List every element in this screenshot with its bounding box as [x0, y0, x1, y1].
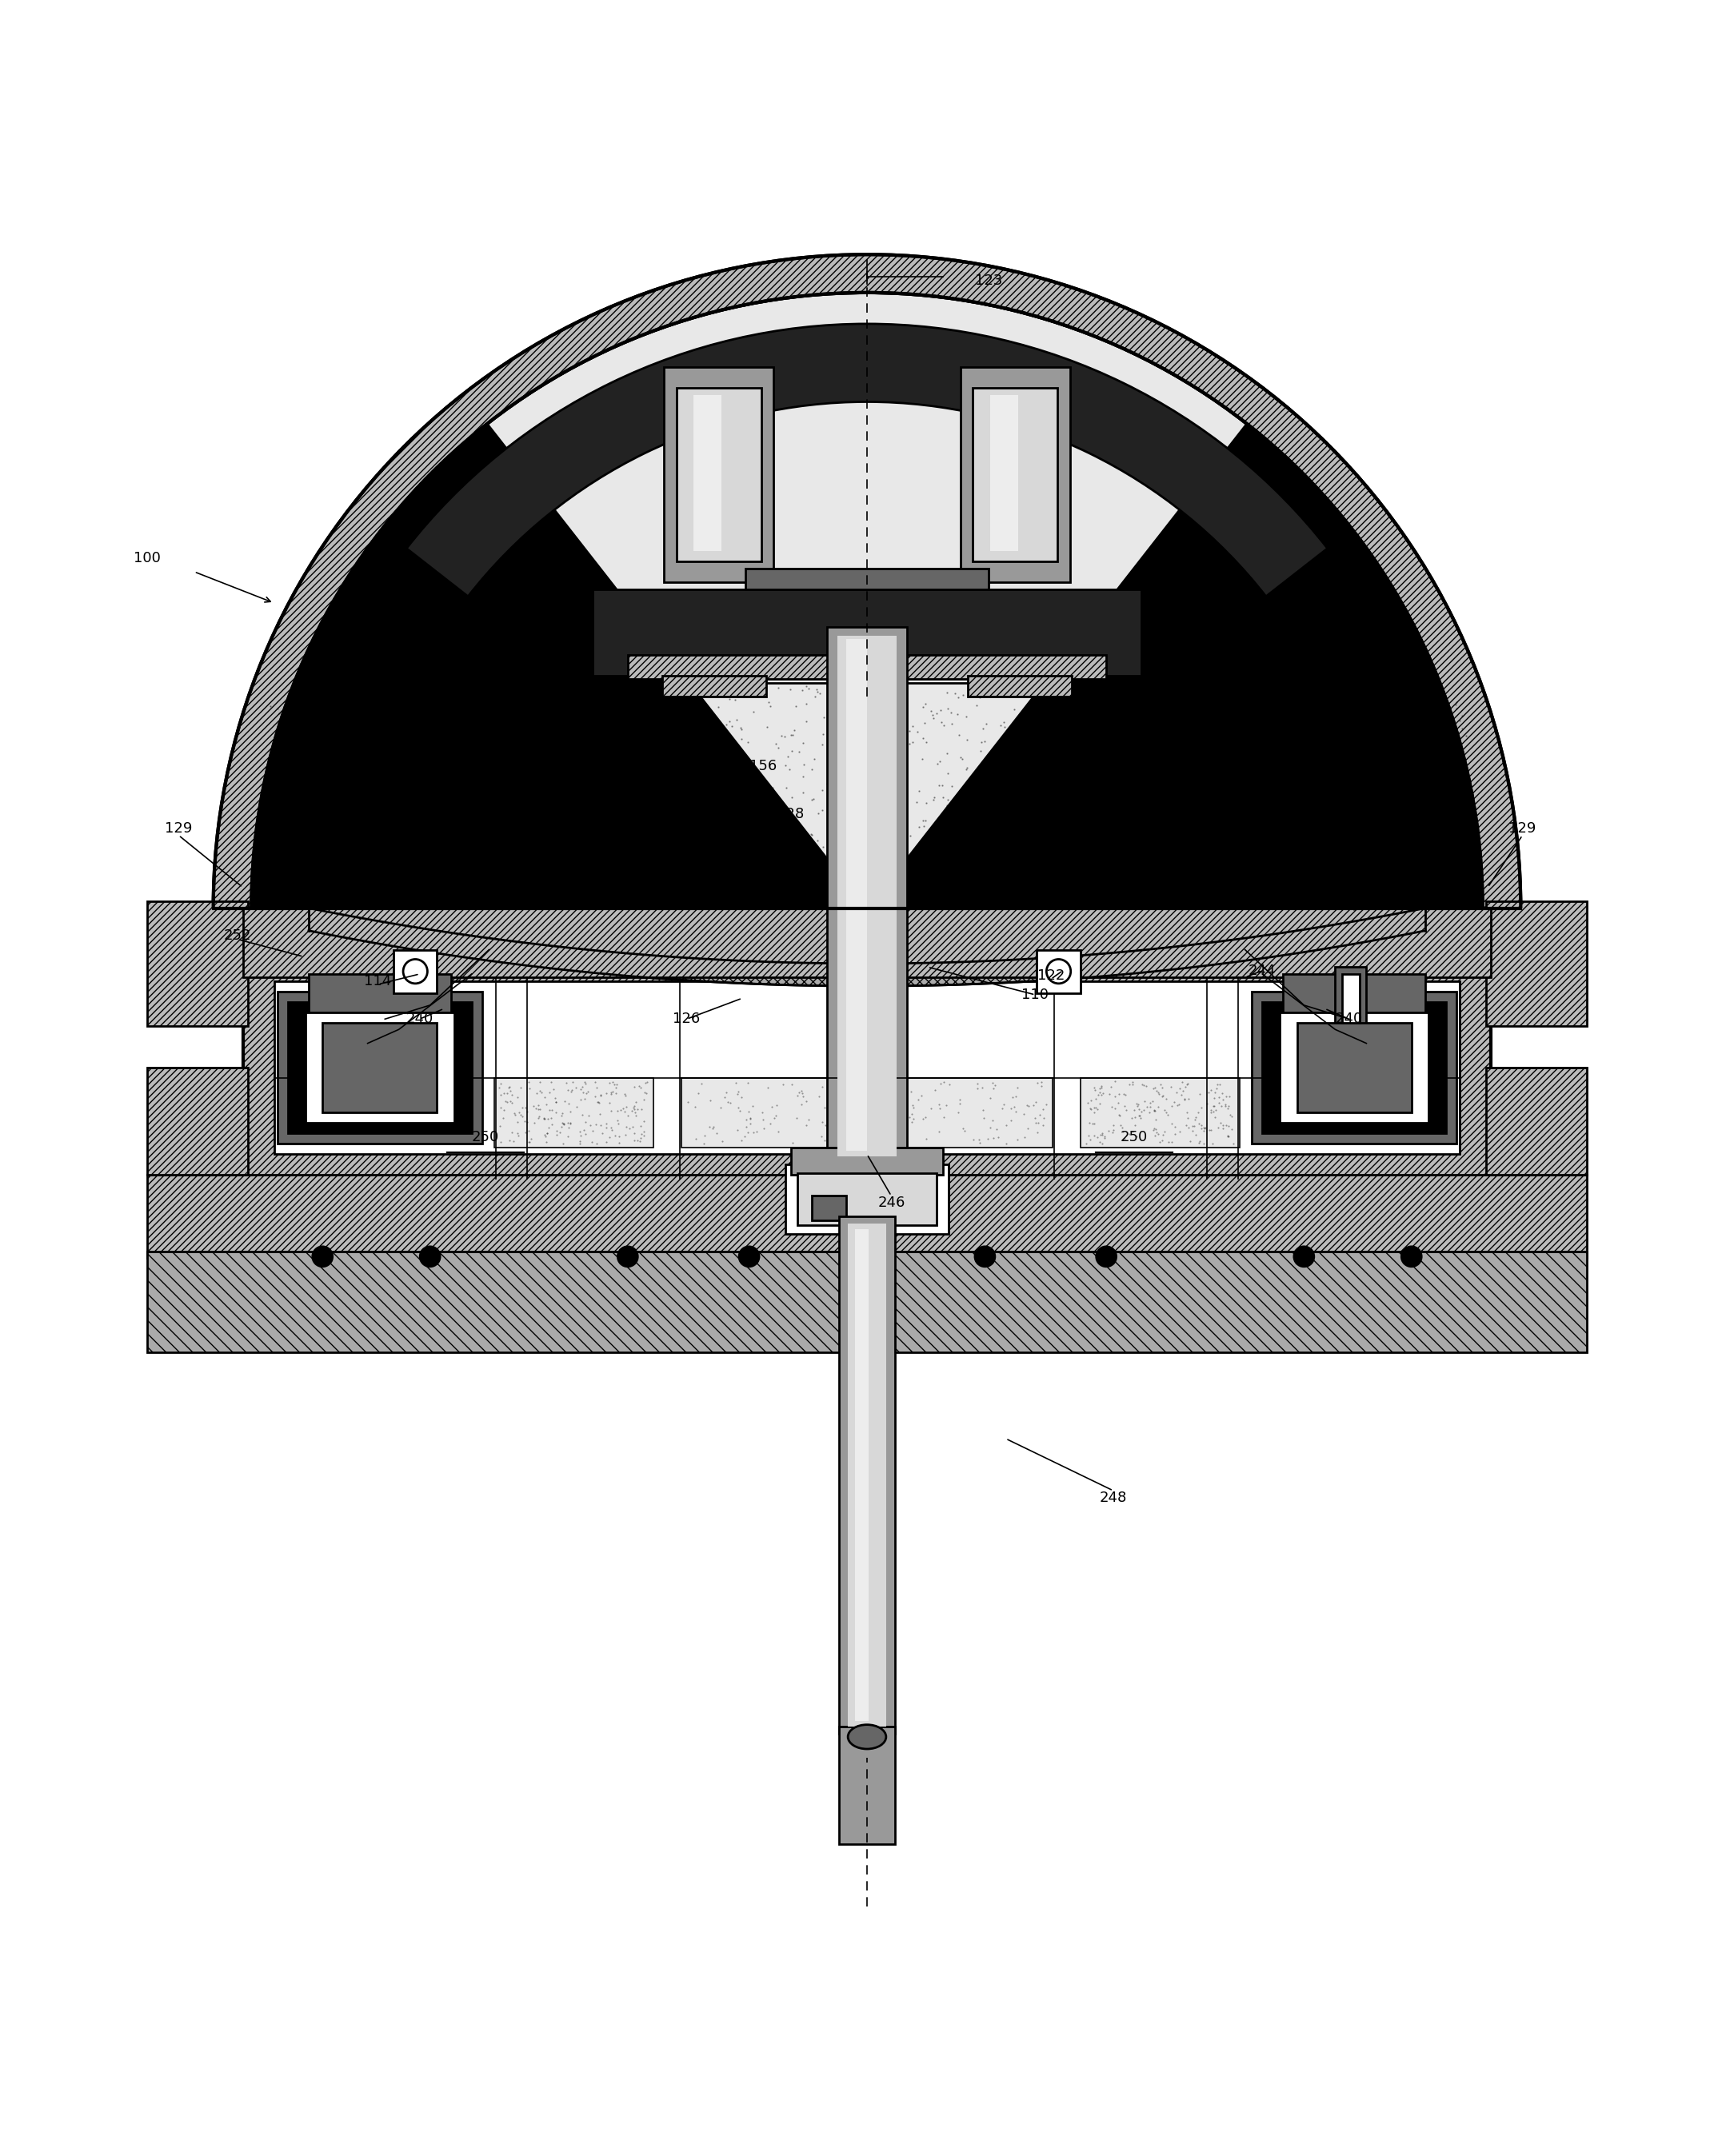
Circle shape [975, 1246, 995, 1268]
Bar [791, 1147, 943, 1175]
Bar [662, 675, 766, 696]
Bar [846, 640, 867, 1151]
Bar [323, 1022, 437, 1112]
Bar [746, 569, 988, 589]
Circle shape [1096, 1246, 1117, 1268]
Bar [681, 1078, 1053, 1147]
Bar [1335, 968, 1366, 1028]
Circle shape [420, 1246, 440, 1268]
Bar [1262, 1003, 1446, 1134]
Bar [288, 1003, 472, 1134]
Circle shape [857, 1246, 877, 1268]
Bar [494, 1078, 654, 1147]
Text: 244: 244 [1248, 964, 1276, 977]
Text: 120: 120 [649, 780, 676, 793]
Bar [848, 1225, 886, 1727]
Bar [147, 1175, 1587, 1259]
Bar [305, 1011, 454, 1123]
Text: 114: 114 [364, 975, 392, 987]
Text: 110: 110 [1021, 987, 1049, 1003]
Wedge shape [213, 254, 1521, 908]
Bar [1283, 975, 1425, 1015]
Text: 240: 240 [1335, 1011, 1363, 1026]
Text: 242: 242 [1366, 873, 1394, 888]
Text: 129: 129 [1509, 821, 1536, 837]
Bar [147, 901, 248, 1026]
Bar [990, 395, 1018, 552]
Text: 246: 246 [877, 1197, 905, 1210]
Bar [961, 367, 1070, 582]
Bar [676, 388, 761, 561]
Wedge shape [251, 423, 867, 908]
Bar [1486, 1067, 1587, 1175]
Bar [394, 949, 437, 994]
Text: 240: 240 [406, 1011, 434, 1026]
Wedge shape [406, 323, 1328, 597]
Bar [812, 1197, 846, 1220]
Bar [1486, 901, 1587, 1026]
Text: 126: 126 [673, 1011, 701, 1026]
Bar [1280, 1011, 1429, 1123]
Bar [1037, 949, 1080, 994]
Bar [839, 1727, 895, 1843]
Bar [593, 589, 1141, 675]
Bar [264, 683, 832, 908]
Text: 252: 252 [224, 929, 251, 942]
Bar [786, 1164, 948, 1233]
Circle shape [1294, 1246, 1314, 1268]
Bar [838, 636, 896, 1156]
Wedge shape [867, 423, 1483, 908]
Circle shape [1401, 1246, 1422, 1268]
Bar [827, 627, 907, 1164]
Bar [1297, 1022, 1411, 1112]
Bar [147, 1250, 1587, 1352]
Text: 122: 122 [1037, 968, 1065, 983]
Text: 248: 248 [1099, 1490, 1127, 1505]
Circle shape [402, 959, 427, 983]
Text: 100: 100 [134, 550, 161, 565]
Circle shape [312, 1246, 333, 1268]
Text: 129: 129 [165, 821, 192, 837]
Text: 123: 123 [975, 274, 1002, 287]
Wedge shape [251, 293, 1483, 908]
Text: 254: 254 [1429, 837, 1457, 852]
Bar [243, 970, 1491, 1181]
Bar [839, 1216, 895, 1733]
Bar [902, 683, 1470, 908]
Bar [1342, 975, 1359, 1022]
Polygon shape [309, 908, 1425, 985]
Bar [243, 908, 1491, 977]
Bar [277, 992, 482, 1145]
Bar [973, 388, 1058, 561]
Bar [147, 1067, 248, 1175]
Bar [1252, 992, 1457, 1145]
Text: 156: 156 [749, 759, 777, 774]
Text: 102: 102 [385, 867, 413, 880]
Text: 128: 128 [777, 806, 805, 821]
Bar [1080, 1078, 1240, 1147]
Text: 112: 112 [1092, 834, 1120, 849]
Text: 124: 124 [1162, 727, 1190, 742]
Text: 152: 152 [673, 832, 701, 847]
Bar [694, 395, 721, 552]
Ellipse shape [848, 1725, 886, 1749]
Bar [628, 655, 1106, 679]
Bar [968, 675, 1072, 696]
Circle shape [1047, 959, 1070, 983]
Text: 250: 250 [1120, 1130, 1148, 1145]
Circle shape [739, 1246, 759, 1268]
Bar [798, 1173, 936, 1225]
Bar [664, 367, 773, 582]
Bar [855, 1229, 869, 1720]
Bar [274, 981, 1460, 1153]
Text: 250: 250 [472, 1130, 499, 1145]
Bar [309, 975, 451, 1015]
Circle shape [617, 1246, 638, 1268]
